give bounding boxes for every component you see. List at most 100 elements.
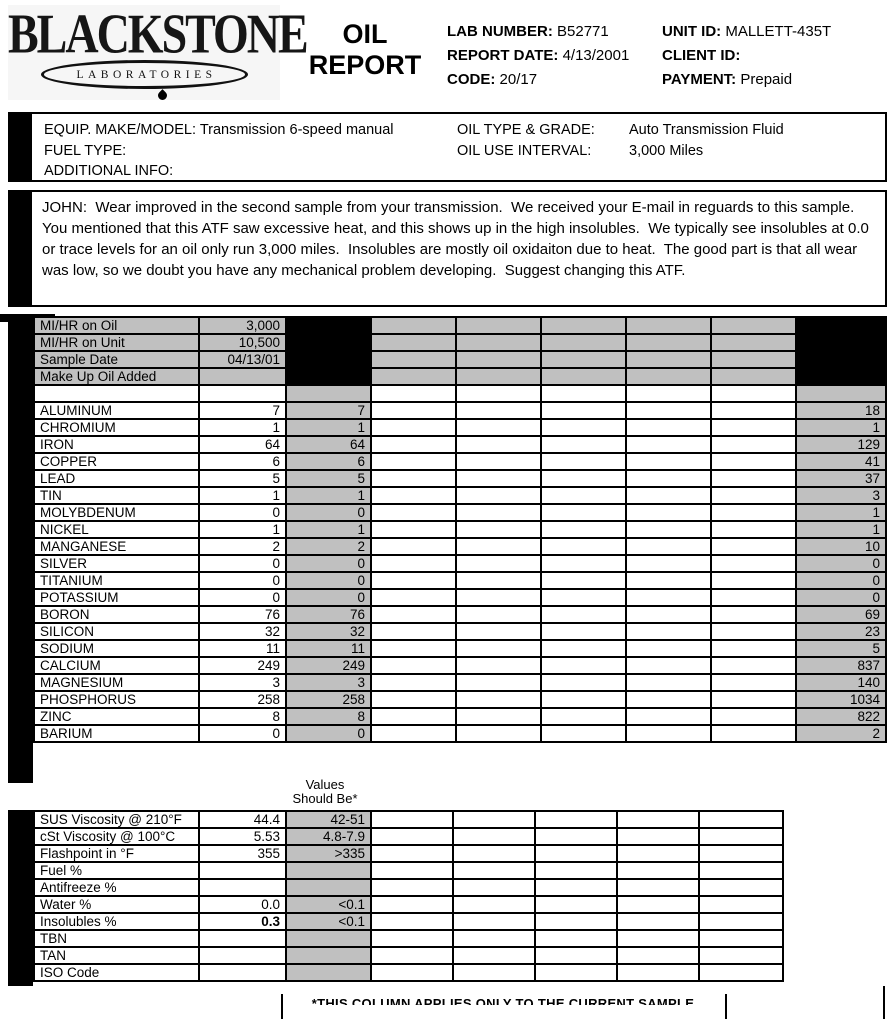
logo-brand-text: BLACKSTONE	[8, 2, 309, 65]
property-current-value	[198, 963, 287, 982]
property-row: TAN	[33, 946, 784, 965]
element-label: TITANIUM	[33, 570, 200, 590]
blacked-out-cell	[795, 316, 887, 386]
element-current-value: 7	[198, 400, 287, 420]
element-current-value: 11	[198, 638, 287, 658]
property-should-be-value	[285, 946, 372, 965]
element-universal-value: 1034	[795, 689, 887, 709]
property-should-be-value	[285, 929, 372, 948]
element-current-value: 0	[198, 587, 287, 607]
element-row: MANGANESE 2 2 10	[33, 536, 887, 556]
sample-info-row: Make Up Oil Added	[33, 367, 886, 386]
element-label: MOLYBDENUM	[33, 502, 200, 522]
property-label: Insolubles %	[33, 912, 200, 931]
property-label: ISO Code	[33, 963, 200, 982]
property-label: Antifreeze %	[33, 878, 200, 897]
element-should-be-value: 3	[285, 672, 372, 692]
elements-section: ALUMINUM 7 7 18 CHROMIUM 1 1 1 IRON 64 6…	[33, 400, 887, 743]
property-row: TBN	[33, 929, 784, 948]
equipment-box: EQUIP. MAKE/MODEL: Transmission 6-speed …	[30, 112, 887, 182]
element-universal-value: 18	[795, 400, 887, 420]
element-universal-value: 837	[795, 655, 887, 675]
element-label: IRON	[33, 434, 200, 454]
element-row: SILICON 32 32 23	[33, 621, 887, 641]
element-row: MAGNESIUM 3 3 140	[33, 672, 887, 692]
cutoff-border-fragment	[883, 986, 885, 1019]
blackstone-logo: BLACKSTONE LABORATORIES	[8, 2, 309, 102]
element-should-be-value: 64	[285, 434, 372, 454]
element-should-be-value: 32	[285, 621, 372, 641]
blacked-out-cell	[285, 316, 372, 386]
cutoff-border-fragment	[281, 994, 283, 1019]
element-label: COPPER	[33, 451, 200, 471]
element-should-be-value: 0	[285, 723, 372, 743]
element-row: COPPER 6 6 41	[33, 451, 887, 471]
element-universal-value: 1	[795, 502, 887, 522]
property-row: cSt Viscosity @ 100°C 5.53 4.8-7.9	[33, 827, 784, 846]
lab-number-field: LAB NUMBER: B52771	[447, 23, 609, 40]
property-current-value	[198, 861, 287, 880]
element-current-value: 0	[198, 553, 287, 573]
element-row: TIN 1 1 3	[33, 485, 887, 505]
element-label: ZINC	[33, 706, 200, 726]
client-id-field: CLIENT ID:	[662, 47, 741, 64]
element-universal-value: 0	[795, 553, 887, 573]
property-current-value: 44.4	[198, 810, 287, 829]
element-should-be-value: 6	[285, 451, 372, 471]
element-row: ZINC 8 8 822	[33, 706, 887, 726]
code-field: CODE: 20/17	[447, 71, 538, 88]
unit-id-field: UNIT ID: MALLETT-435T	[662, 23, 832, 40]
header-fields-left: LAB NUMBER: B52771 REPORT DATE: 4/13/200…	[447, 20, 629, 92]
sample-info-row: MI/HR on Unit 10,500	[33, 333, 886, 352]
property-label: SUS Viscosity @ 210°F	[33, 810, 200, 829]
element-current-value: 64	[198, 434, 287, 454]
property-current-value: 355	[198, 844, 287, 863]
sample-info-section: MI/HR on Oil 3,000 MI/HR on Unit 10,500 …	[33, 316, 887, 386]
values-should-be-header: Values Should Be*	[292, 777, 358, 806]
property-row: Antifreeze %	[33, 878, 784, 897]
comments-black-tab	[8, 190, 33, 307]
element-current-value: 249	[198, 655, 287, 675]
property-should-be-value: 42-51	[285, 810, 372, 829]
property-should-be-value: <0.1	[285, 912, 372, 931]
element-current-value: 76	[198, 604, 287, 624]
element-universal-value: 41	[795, 451, 887, 471]
property-should-be-value	[285, 861, 372, 880]
sample-info-label: MI/HR on Unit	[33, 333, 200, 352]
element-universal-value: 69	[795, 604, 887, 624]
property-current-value: 0.3	[198, 912, 287, 931]
element-label: MANGANESE	[33, 536, 200, 556]
additional-info: ADDITIONAL INFO:	[44, 163, 174, 179]
property-current-value	[198, 929, 287, 948]
property-should-be-value: 4.8-7.9	[285, 827, 372, 846]
element-label: NICKEL	[33, 519, 200, 539]
element-label: ALUMINUM	[33, 400, 200, 420]
element-row: MOLYBDENUM 0 0 1	[33, 502, 887, 522]
element-current-value: 5	[198, 468, 287, 488]
sample-info-label: Sample Date	[33, 350, 200, 369]
element-row: BORON 76 76 69	[33, 604, 887, 624]
property-row: Flashpoint in °F 355 >335	[33, 844, 784, 863]
properties-table: SUS Viscosity @ 210°F 44.4 42-51 cSt Vis…	[33, 810, 784, 982]
report-date-field: REPORT DATE: 4/13/2001	[447, 47, 630, 64]
element-label: SODIUM	[33, 638, 200, 658]
sample-info-label: MI/HR on Oil	[33, 316, 200, 335]
element-row: NICKEL 1 1 1	[33, 519, 887, 539]
element-current-value: 8	[198, 706, 287, 726]
property-should-be-value	[285, 878, 372, 897]
property-current-value	[198, 946, 287, 965]
element-row: TITANIUM 0 0 0	[33, 570, 887, 590]
element-label: BORON	[33, 604, 200, 624]
element-universal-value: 0	[795, 570, 887, 590]
element-universal-value: 5	[795, 638, 887, 658]
separator-section	[33, 384, 887, 403]
property-label: TBN	[33, 929, 200, 948]
properties-section: SUS Viscosity @ 210°F 44.4 42-51 cSt Vis…	[33, 810, 784, 982]
property-label: TAN	[33, 946, 200, 965]
element-universal-value: 37	[795, 468, 887, 488]
property-label: Flashpoint in °F	[33, 844, 200, 863]
property-should-be-value: <0.1	[285, 895, 372, 914]
element-should-be-value: 1	[285, 417, 372, 437]
element-current-value: 1	[198, 519, 287, 539]
logo-oval: LABORATORIES	[41, 60, 248, 89]
